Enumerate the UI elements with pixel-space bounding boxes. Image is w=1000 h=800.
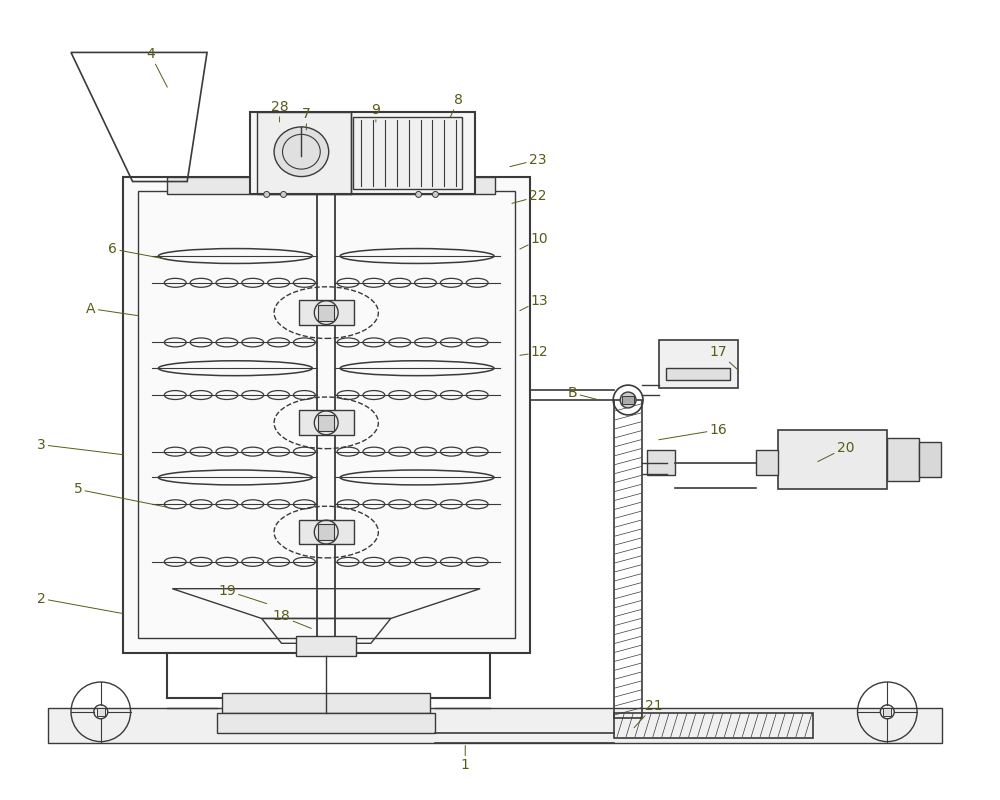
Text: 1: 1: [461, 746, 470, 773]
Bar: [138, 191, 515, 638]
Text: 23: 23: [510, 153, 546, 166]
Text: 21: 21: [634, 699, 663, 728]
Bar: [318, 305, 334, 321]
Bar: [299, 410, 354, 435]
Text: 3: 3: [37, 438, 123, 454]
Bar: [167, 177, 495, 194]
Ellipse shape: [274, 127, 329, 177]
Ellipse shape: [620, 392, 636, 408]
Text: B: B: [568, 386, 599, 400]
Bar: [778, 430, 887, 490]
Text: 2: 2: [37, 592, 123, 614]
Text: 6: 6: [108, 242, 165, 259]
Bar: [659, 341, 738, 388]
Text: 17: 17: [710, 346, 738, 370]
Bar: [299, 300, 354, 325]
Bar: [756, 450, 778, 475]
Bar: [883, 708, 891, 716]
Bar: [887, 438, 919, 482]
Text: 16: 16: [659, 422, 727, 440]
Bar: [222, 693, 430, 713]
Text: 19: 19: [218, 584, 267, 603]
Bar: [318, 524, 334, 540]
Text: 28: 28: [271, 100, 288, 122]
Bar: [647, 450, 675, 475]
Text: 12: 12: [520, 346, 549, 359]
Ellipse shape: [281, 191, 286, 198]
Text: A: A: [86, 302, 138, 316]
Bar: [614, 400, 642, 718]
Bar: [296, 636, 356, 656]
Text: 22: 22: [512, 190, 546, 203]
Text: 4: 4: [146, 47, 167, 87]
Text: 13: 13: [520, 294, 549, 310]
Text: 9: 9: [371, 103, 380, 122]
Bar: [250, 112, 475, 194]
Bar: [666, 368, 730, 380]
Text: 10: 10: [520, 232, 549, 249]
Text: 20: 20: [818, 441, 854, 462]
Bar: [250, 112, 475, 194]
Bar: [48, 708, 942, 742]
Bar: [318, 415, 334, 430]
Bar: [257, 112, 351, 194]
Bar: [353, 117, 462, 190]
Text: 8: 8: [450, 93, 463, 117]
Bar: [123, 177, 530, 654]
Bar: [622, 396, 634, 404]
Text: 18: 18: [273, 610, 311, 629]
Ellipse shape: [264, 191, 270, 198]
Ellipse shape: [432, 191, 438, 198]
Bar: [614, 713, 813, 738]
Bar: [299, 520, 354, 545]
Bar: [97, 708, 105, 716]
Ellipse shape: [416, 191, 422, 198]
Bar: [217, 713, 435, 733]
Bar: [919, 442, 941, 478]
Text: 5: 5: [74, 482, 167, 507]
Text: 7: 7: [302, 107, 311, 130]
